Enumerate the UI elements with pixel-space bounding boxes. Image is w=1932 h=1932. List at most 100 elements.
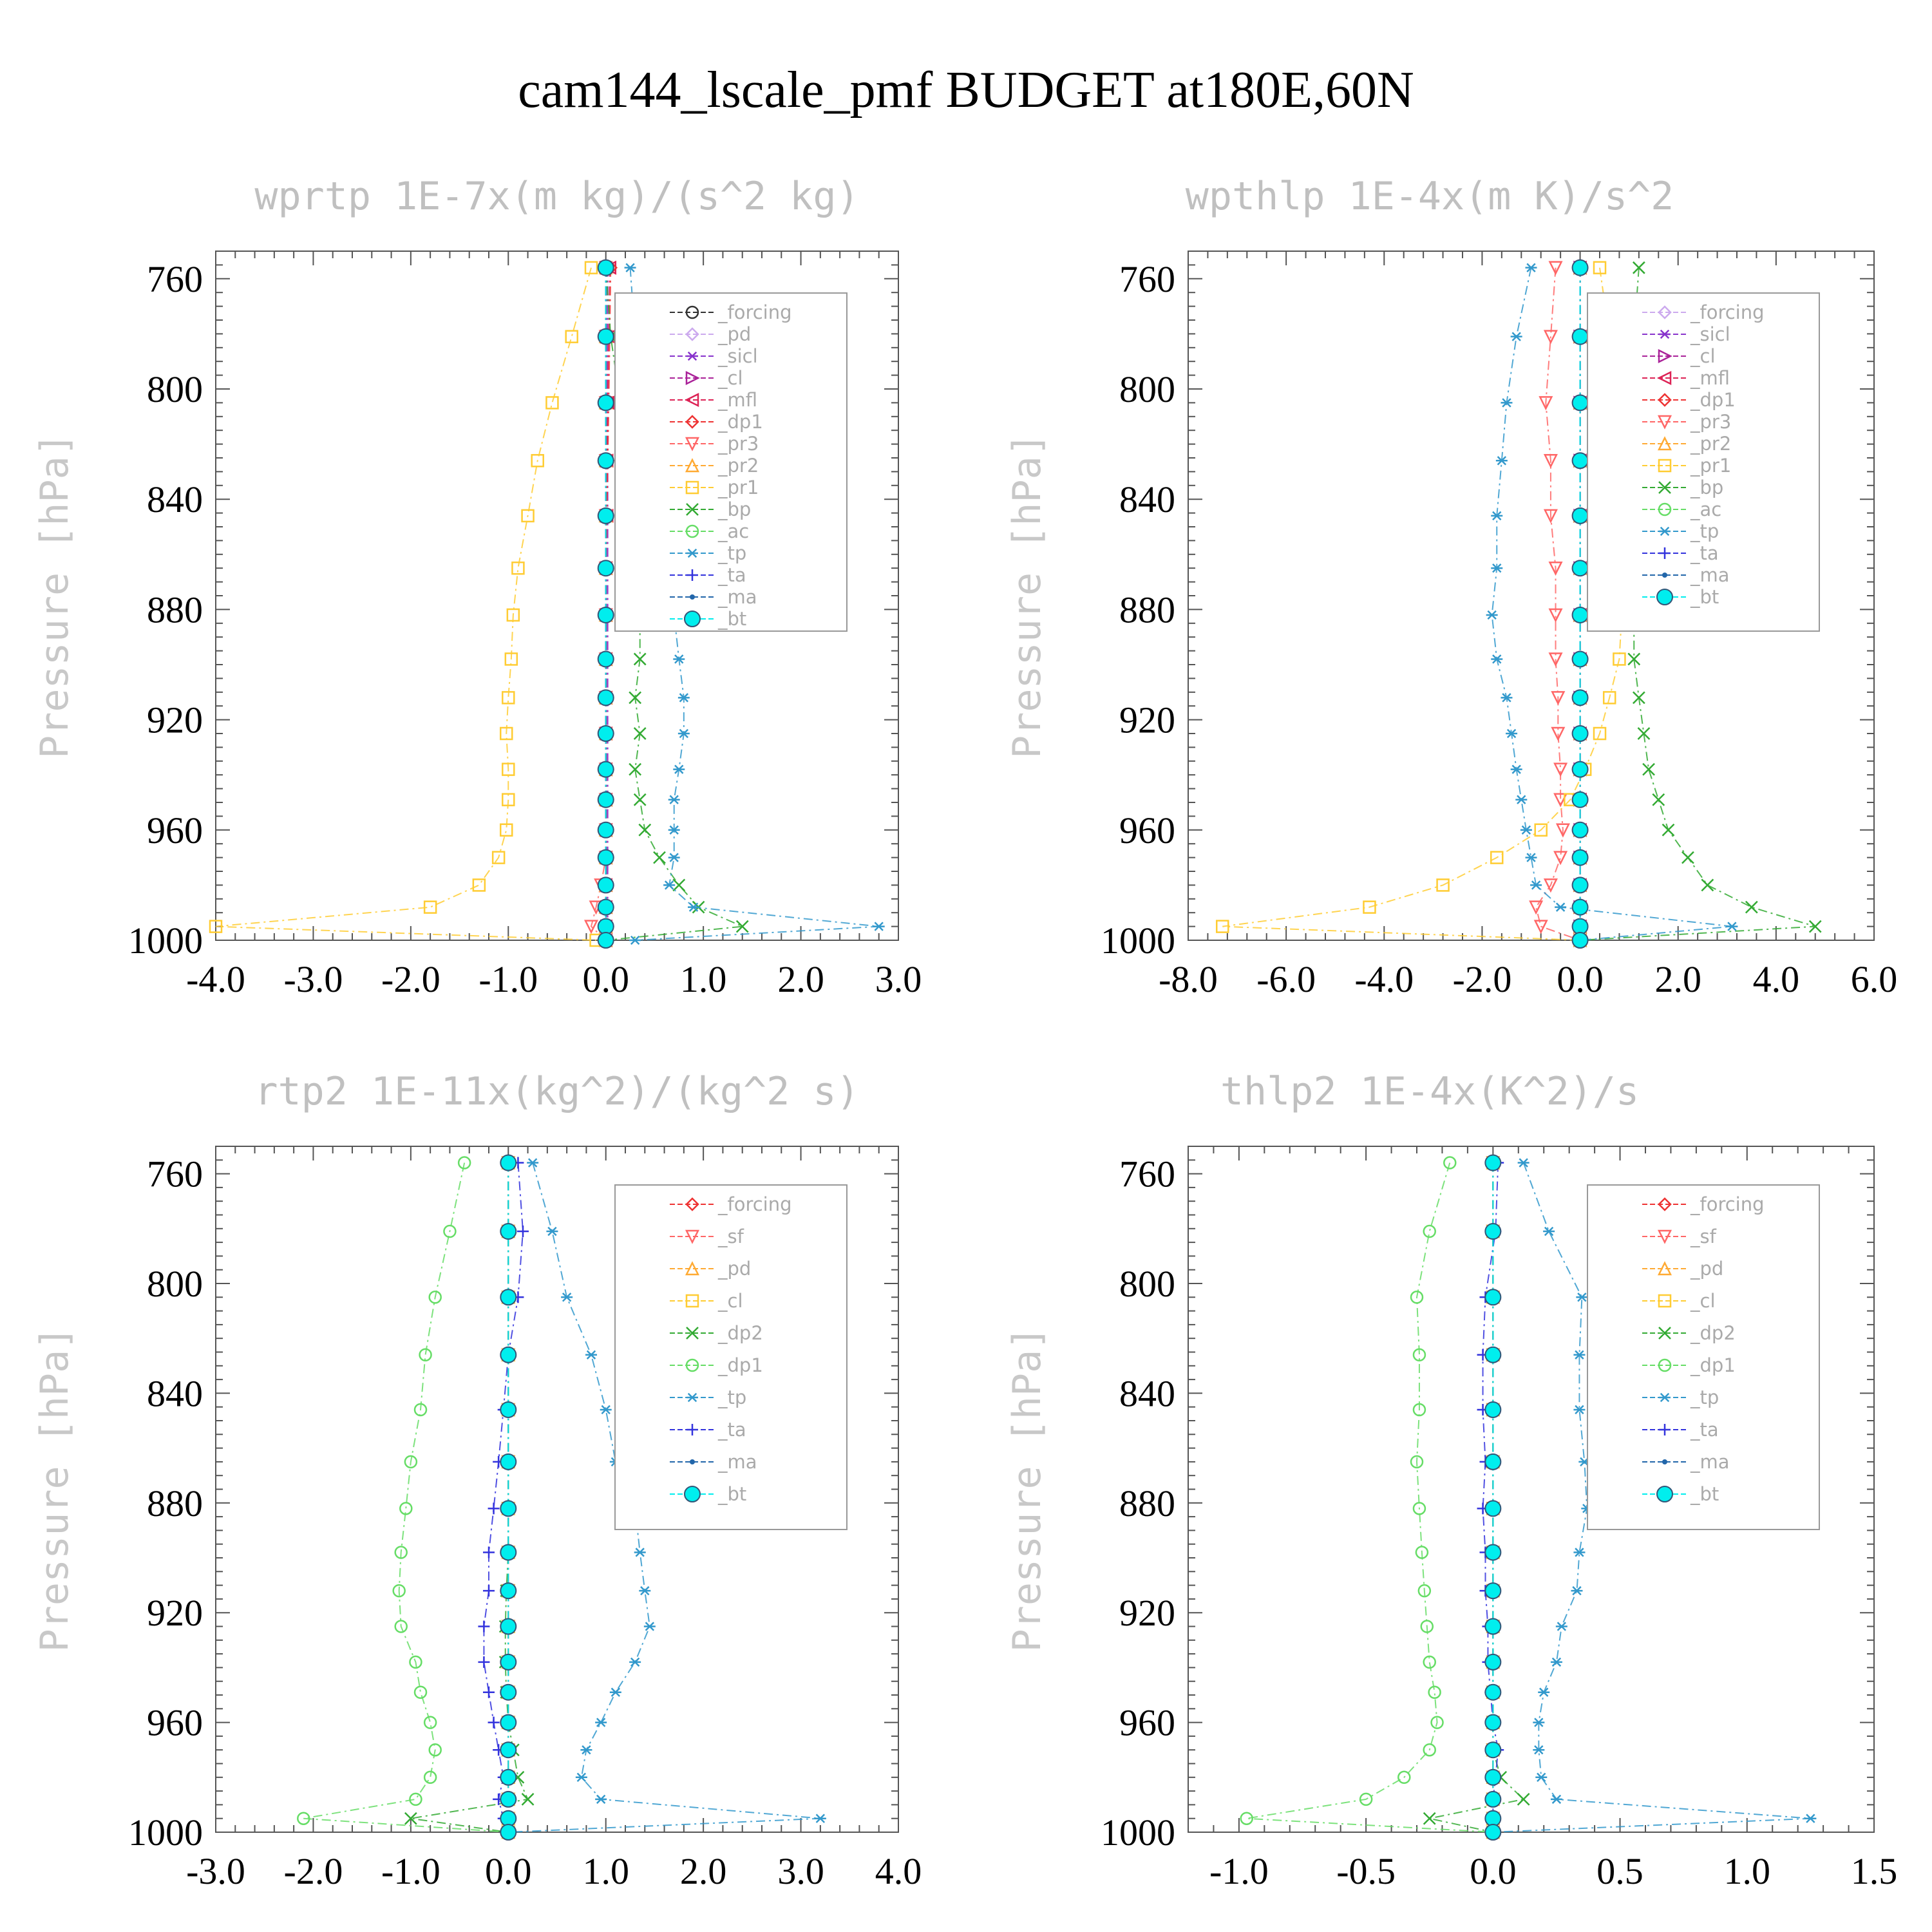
series-line: [1222, 267, 1625, 941]
legend-marker: [1657, 1261, 1672, 1276]
data-point: [392, 1584, 406, 1598]
data-point: [546, 1226, 558, 1236]
y-tick-label: 1000: [128, 1812, 203, 1853]
series-pr1: [209, 261, 603, 947]
data-point: [500, 1544, 517, 1561]
y-tick-label: 880: [1119, 1482, 1175, 1524]
panel-2: wpthlp 1E-4x(m K)/s^2 Pressure [hPa] 760 80…: [1005, 174, 1897, 1000]
data-point: [504, 652, 518, 666]
data-point: [500, 1453, 517, 1470]
data-point: [1632, 691, 1645, 705]
x-tick-label: 2.0: [680, 1850, 727, 1892]
data-point: [1240, 1812, 1253, 1825]
data-point: [1484, 1714, 1502, 1731]
data-point: [575, 1772, 587, 1782]
data-point: [413, 1403, 428, 1417]
data-point: [1484, 1582, 1502, 1600]
series-line: [1482, 1162, 1499, 1832]
data-point: [735, 920, 749, 933]
legend-label: _tp: [1690, 1387, 1719, 1408]
data-point: [428, 1291, 442, 1304]
data-point: [1555, 1622, 1567, 1631]
data-point: [1520, 825, 1532, 835]
legend-label: _dp1: [1690, 1354, 1736, 1376]
data-point: [1533, 1745, 1545, 1755]
x-tick-label: 0.0: [1470, 1850, 1517, 1892]
x-tick-label: 1.5: [1851, 1850, 1898, 1892]
legend-label: _ta: [1690, 542, 1719, 564]
data-point: [1571, 650, 1589, 668]
data-point: [1593, 726, 1607, 741]
data-point: [688, 902, 699, 912]
legend-marker: [685, 392, 699, 408]
series-line: [483, 1162, 524, 1833]
data-point: [483, 1585, 495, 1597]
series-line: [629, 267, 879, 941]
data-point: [597, 560, 614, 577]
panel-title: wprtp 1E-7x(m kg)/(s^2 kg): [254, 174, 859, 219]
x-tick-label: 6.0: [1851, 958, 1898, 1000]
data-point: [1543, 454, 1558, 469]
data-point: [500, 1346, 517, 1363]
series-dp1: [297, 1156, 515, 1839]
legend-marker: [1656, 1486, 1673, 1502]
data-point: [585, 1350, 597, 1359]
data-point: [1613, 652, 1626, 666]
data-point: [597, 821, 614, 838]
data-point: [500, 1289, 517, 1306]
data-point: [1415, 1546, 1429, 1559]
data-point: [1553, 793, 1568, 808]
legend-marker: [1658, 481, 1671, 494]
y-tick-label: 960: [147, 1702, 203, 1744]
data-point: [502, 691, 515, 705]
data-point: [500, 1824, 517, 1841]
data-point: [1517, 1792, 1530, 1806]
x-tick-label: -8.0: [1159, 958, 1218, 1000]
data-point: [1491, 654, 1503, 664]
data-point: [1484, 1289, 1502, 1306]
data-point: [1412, 1348, 1426, 1362]
data-point: [633, 793, 647, 806]
data-point: [597, 452, 614, 469]
legend-marker: [1658, 1294, 1672, 1308]
legend-marker: [1658, 1197, 1672, 1211]
panel-title: thlp2 1E-4x(K^2)/s: [1220, 1069, 1639, 1114]
data-point: [873, 922, 885, 931]
data-point: [597, 791, 614, 808]
data-point: [472, 878, 486, 892]
data-point: [423, 900, 437, 914]
legend-label: _forcing: [717, 301, 792, 323]
data-point: [500, 823, 513, 837]
data-point: [600, 1405, 612, 1415]
data-point: [500, 1683, 517, 1701]
legend-label: _cl: [1690, 1290, 1716, 1312]
data-point: [409, 1792, 422, 1806]
legend-label: _dp2: [1690, 1322, 1736, 1344]
legend-marker: [685, 327, 699, 341]
legend-marker: [685, 370, 700, 386]
legend-marker: [1662, 1459, 1667, 1464]
legend-marker: [685, 480, 699, 495]
series-line: [1429, 1162, 1525, 1833]
legend-label: _forcing: [1690, 1193, 1765, 1215]
data-point: [1484, 1223, 1502, 1240]
data-point: [609, 1687, 621, 1697]
data-point: [633, 727, 647, 740]
data-point: [1529, 900, 1544, 915]
series-bt: [500, 1154, 517, 1841]
data-point: [668, 825, 680, 835]
y-axis-label: Pressure [hPa]: [32, 1327, 77, 1653]
data-point: [1484, 1653, 1502, 1671]
x-tick-label: -2.0: [1453, 958, 1512, 1000]
data-point: [1571, 898, 1589, 916]
legend-label: _bp: [717, 498, 751, 520]
legend-marker: [690, 594, 695, 600]
data-point: [1571, 821, 1589, 838]
data-point: [483, 1546, 495, 1558]
data-point: [1484, 1453, 1502, 1470]
legend-marker: [687, 1392, 698, 1403]
legend-marker: [684, 1486, 701, 1502]
data-point: [1412, 1403, 1426, 1417]
y-tick-label: 880: [147, 589, 203, 630]
data-point: [297, 1812, 310, 1825]
